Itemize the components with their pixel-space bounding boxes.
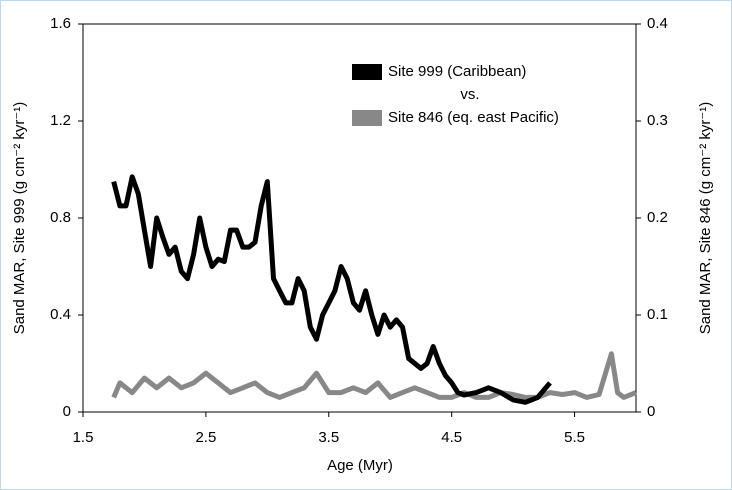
y-tick-label: 0 bbox=[63, 403, 71, 420]
y-tick-label: 1.2 bbox=[50, 112, 71, 129]
annotation: vs. bbox=[460, 86, 479, 103]
x-tick-label: 4.5 bbox=[441, 429, 462, 446]
legend-swatch bbox=[352, 110, 382, 126]
x-axis-label: Age (Myr) bbox=[327, 457, 393, 474]
y-tick-label: 1.6 bbox=[50, 15, 71, 32]
series-line bbox=[111, 174, 552, 405]
y-axis-label: Sand MAR, Site 999 (g cm⁻² kyr⁻¹) bbox=[11, 102, 28, 335]
y2-tick-label: 0.3 bbox=[647, 112, 668, 129]
y2-axis-label: Sand MAR, Site 846 (g cm⁻² kyr⁻¹) bbox=[697, 102, 714, 335]
legend-label: Site 846 (eq. east Pacific) bbox=[388, 109, 559, 126]
series-line bbox=[111, 351, 637, 400]
x-tick-label: 1.5 bbox=[73, 429, 94, 446]
x-tick-label: 2.5 bbox=[195, 429, 216, 446]
y2-tick-label: 0.4 bbox=[647, 15, 668, 32]
y2-tick-label: 0 bbox=[647, 403, 655, 420]
y-tick-label: 0.8 bbox=[50, 209, 71, 226]
y2-tick-label: 0.2 bbox=[647, 209, 668, 226]
x-tick-label: 3.5 bbox=[318, 429, 339, 446]
y2-tick-label: 0.1 bbox=[647, 306, 668, 323]
x-tick-label: 5.5 bbox=[564, 429, 585, 446]
legend-label: Site 999 (Caribbean) bbox=[388, 63, 526, 80]
legend-swatch bbox=[352, 64, 382, 80]
y-tick-label: 0.4 bbox=[50, 306, 71, 323]
